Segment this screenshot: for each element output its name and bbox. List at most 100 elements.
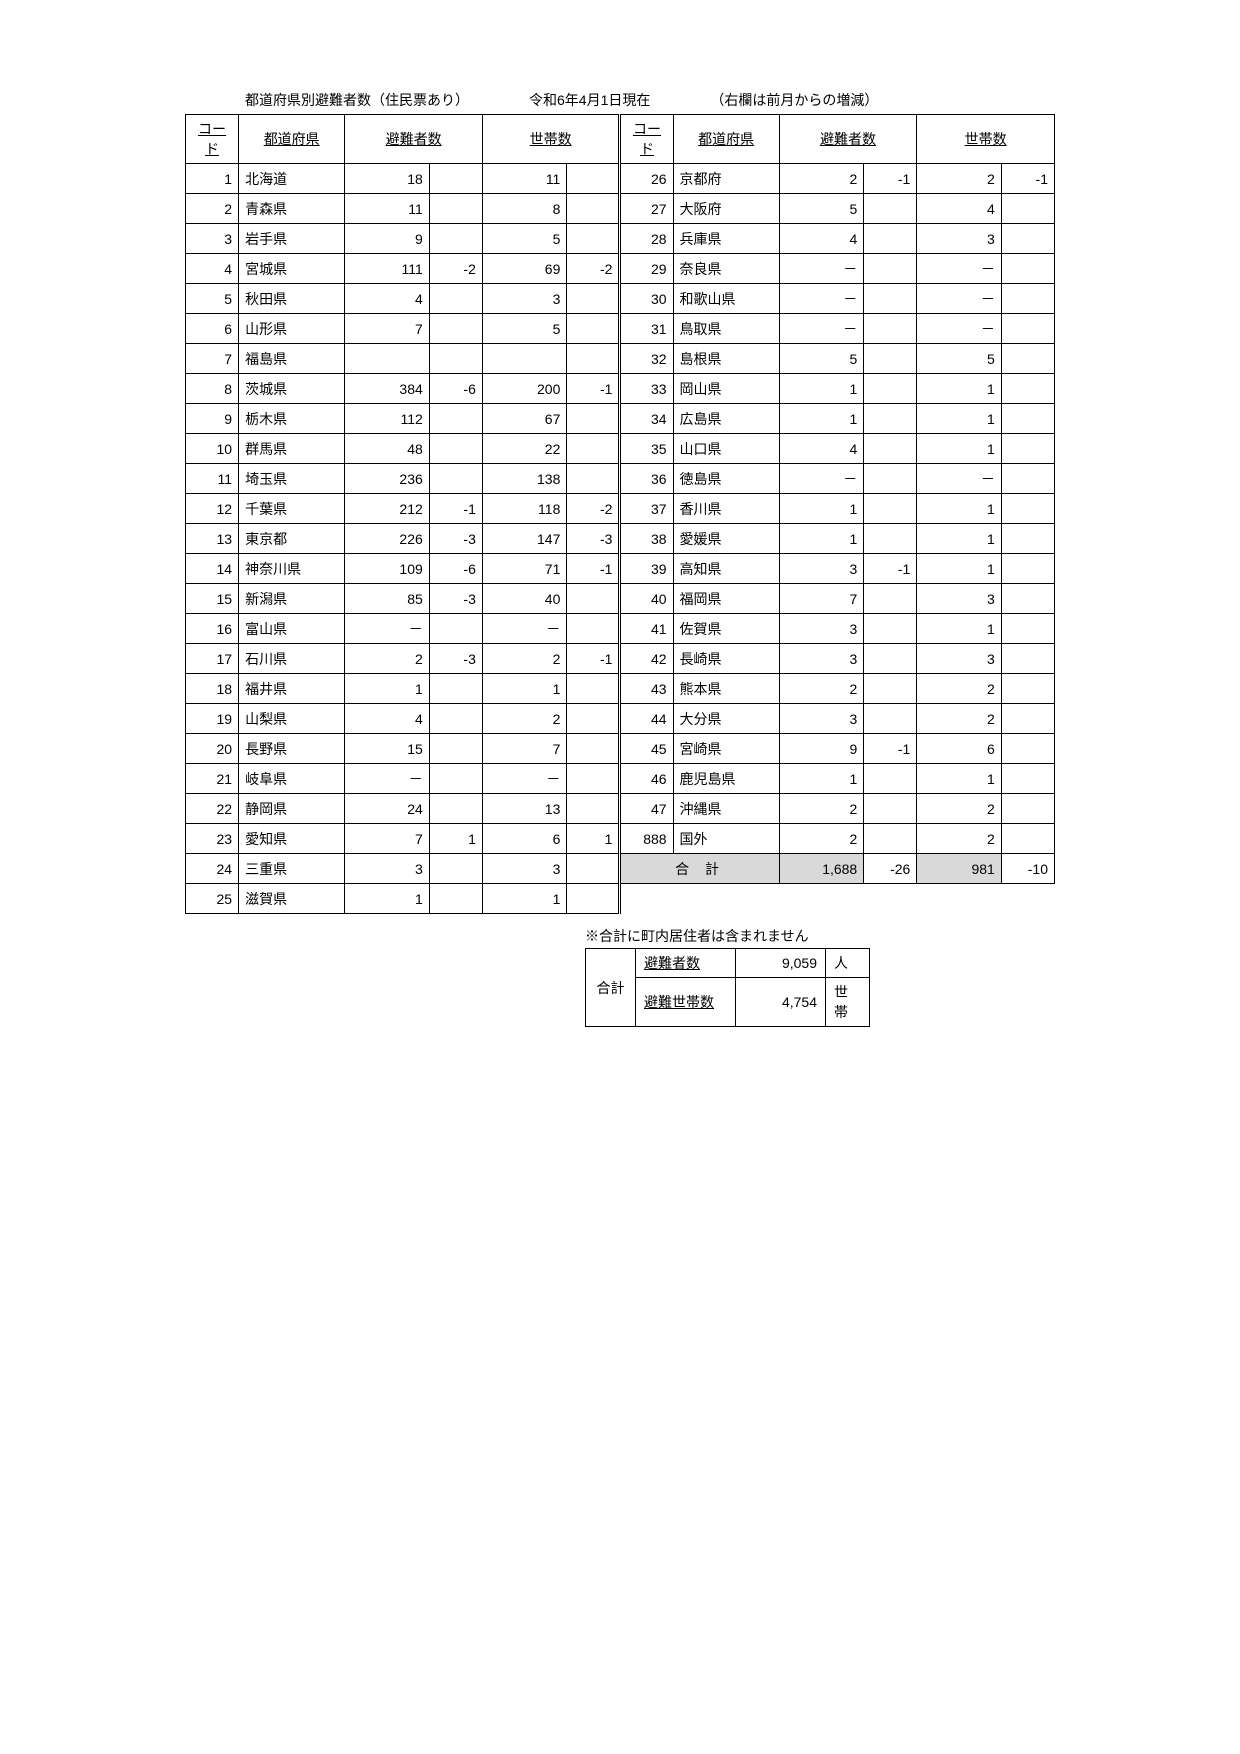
cell-code: 12 — [186, 494, 239, 524]
cell-hh: 2 — [917, 824, 1001, 854]
cell-hh-delta — [1001, 344, 1054, 374]
cell-hh: 5 — [917, 344, 1001, 374]
cell-code: 32 — [620, 344, 673, 374]
cell-code: 19 — [186, 704, 239, 734]
cell-hh — [482, 344, 566, 374]
cell-hh-delta — [567, 614, 620, 644]
asof-date: 令和6年4月1日現在 — [529, 90, 650, 110]
cell-evac: 7 — [779, 584, 863, 614]
cell-hh: 3 — [917, 584, 1001, 614]
cell-hh-delta — [1001, 644, 1054, 674]
cell-evac-delta — [429, 344, 482, 374]
cell-code: 16 — [186, 614, 239, 644]
title: 都道府県別避難者数（住民票あり） — [245, 90, 469, 110]
cell-hh: 2 — [917, 704, 1001, 734]
cell-code: 40 — [620, 584, 673, 614]
col-evac-right: 避難者数 — [779, 115, 917, 164]
cell-evac-delta: -3 — [429, 524, 482, 554]
cell-hh-delta — [567, 314, 620, 344]
cell-pref: 香川県 — [673, 494, 779, 524]
total-evac-delta: -26 — [864, 854, 917, 884]
cell-hh-delta: -3 — [567, 524, 620, 554]
cell-code: 46 — [620, 764, 673, 794]
cell-hh: 4 — [917, 194, 1001, 224]
cell-evac: － — [779, 284, 863, 314]
col-hh-right: 世帯数 — [917, 115, 1055, 164]
table-row: 16富山県－－41佐賀県31 — [186, 614, 1055, 644]
cell-code: 29 — [620, 254, 673, 284]
cell-evac: 111 — [345, 254, 429, 284]
cell-pref: 沖縄県 — [673, 794, 779, 824]
cell-pref: 愛媛県 — [673, 524, 779, 554]
cell-evac: 236 — [345, 464, 429, 494]
cell-evac: 3 — [345, 854, 429, 884]
cell-hh-delta — [1001, 794, 1054, 824]
cell-hh-delta — [567, 404, 620, 434]
cell-code: 38 — [620, 524, 673, 554]
cell-code: 22 — [186, 794, 239, 824]
cell-evac-delta — [864, 764, 917, 794]
cell-pref: 長崎県 — [673, 644, 779, 674]
cell-code: 6 — [186, 314, 239, 344]
cell-code: 47 — [620, 794, 673, 824]
cell-hh: 1 — [917, 614, 1001, 644]
cell-evac-delta: -3 — [429, 644, 482, 674]
table-row: 14神奈川県109-671-139高知県3-11 — [186, 554, 1055, 584]
cell-code: 3 — [186, 224, 239, 254]
cell-evac: 3 — [779, 704, 863, 734]
cell-hh: 1 — [482, 674, 566, 704]
cell-evac: 1 — [345, 884, 429, 914]
cell-hh-delta — [567, 794, 620, 824]
cell-code: 33 — [620, 374, 673, 404]
table-row: 18福井県1143熊本県22 — [186, 674, 1055, 704]
table-row: 1北海道181126京都府2-12-1 — [186, 164, 1055, 194]
cell-hh: － — [482, 614, 566, 644]
cell-hh-delta — [567, 284, 620, 314]
cell-hh-delta — [1001, 704, 1054, 734]
cell-hh-delta — [1001, 584, 1054, 614]
cell-evac: 4 — [779, 224, 863, 254]
cell-evac-delta — [864, 494, 917, 524]
cell-hh-delta — [1001, 314, 1054, 344]
summary-key-1: 避難世帯数 — [636, 978, 736, 1027]
table-row: 17石川県2-32-142長崎県33 — [186, 644, 1055, 674]
cell-evac: 2 — [779, 794, 863, 824]
summary-val-1: 4,754 — [736, 978, 826, 1027]
cell-code: 9 — [186, 404, 239, 434]
cell-hh: 7 — [482, 734, 566, 764]
cell-hh: 5 — [482, 224, 566, 254]
prefecture-table: コード 都道府県 避難者数 世帯数 コード 都道府県 避難者数 世帯数 1北海道… — [185, 114, 1055, 914]
cell-evac-delta — [429, 194, 482, 224]
table-row: 9栃木県1126734広島県11 — [186, 404, 1055, 434]
summary-key-0: 避難者数 — [636, 949, 736, 978]
cell-pref: 千葉県 — [239, 494, 345, 524]
col-evac-left: 避難者数 — [345, 115, 483, 164]
cell-code: 41 — [620, 614, 673, 644]
cell-pref: 岩手県 — [239, 224, 345, 254]
cell-hh-delta — [567, 674, 620, 704]
cell-pref: 京都府 — [673, 164, 779, 194]
cell-pref: 福井県 — [239, 674, 345, 704]
table-row: 21岐阜県－－46鹿児島県11 — [186, 764, 1055, 794]
cell-evac: 4 — [345, 704, 429, 734]
cell-evac-delta — [429, 164, 482, 194]
cell-code: 13 — [186, 524, 239, 554]
table-row: 5秋田県4330和歌山県－－ — [186, 284, 1055, 314]
cell-pref: 静岡県 — [239, 794, 345, 824]
cell-pref: 北海道 — [239, 164, 345, 194]
cell-evac-delta — [429, 314, 482, 344]
cell-evac: 112 — [345, 404, 429, 434]
cell-hh: 1 — [917, 404, 1001, 434]
cell-evac: 7 — [345, 314, 429, 344]
cell-evac-delta — [864, 824, 917, 854]
cell-hh-delta — [567, 704, 620, 734]
cell-hh-delta — [567, 854, 620, 884]
cell-code: 26 — [620, 164, 673, 194]
footnote: ※合計に町内居住者は含まれません — [585, 926, 1055, 946]
cell-pref: 高知県 — [673, 554, 779, 584]
cell-hh: 1 — [482, 884, 566, 914]
cell-evac-delta — [864, 314, 917, 344]
cell-evac: － — [779, 464, 863, 494]
cell-evac-delta: -6 — [429, 554, 482, 584]
cell-hh: － — [482, 764, 566, 794]
